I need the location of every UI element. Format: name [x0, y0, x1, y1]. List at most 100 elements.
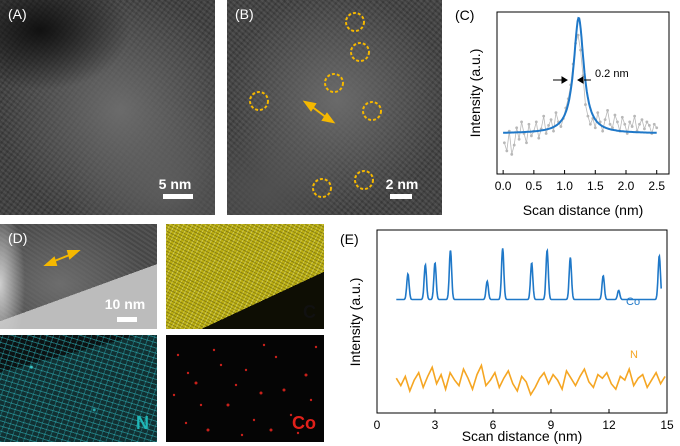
data-segment	[612, 114, 616, 128]
data-point	[579, 48, 582, 52]
panel-label-c: (C)	[455, 7, 474, 23]
fwhm-marker	[553, 76, 591, 84]
data-point	[530, 134, 533, 138]
scale-label-b: 2 nm	[385, 176, 419, 192]
data-segment	[528, 124, 532, 136]
data-point	[512, 143, 516, 147]
data-segment	[617, 121, 621, 132]
data-segment	[565, 98, 569, 109]
data-segment	[540, 116, 545, 129]
single-atom-circle	[354, 170, 374, 190]
panel-label-e: (E)	[340, 231, 359, 247]
data-point	[633, 114, 636, 118]
n-profile-line	[395, 362, 666, 397]
eds-map-nitrogen: N	[0, 335, 157, 442]
tem-image-a: (A) 5 nm	[0, 0, 215, 215]
data-segment	[585, 104, 589, 117]
data-segment	[631, 116, 635, 127]
series-label-co: Co	[626, 296, 640, 308]
tem-image-d: (D) 10 nm	[0, 224, 157, 329]
element-label-c: C	[303, 302, 316, 322]
data-segment	[553, 112, 557, 132]
x-tick-label-e: 9	[548, 418, 555, 432]
single-atom-circle	[312, 178, 332, 198]
data-segment	[526, 124, 530, 143]
data-segment	[587, 116, 591, 125]
scale-bar-d	[117, 317, 137, 322]
line-profile-chart-c: (C) Intensity (a.u.) Scan distance (nm) …	[455, 7, 670, 218]
panel-label-a: (A)	[8, 6, 27, 22]
data-point	[628, 120, 632, 124]
data-segment	[511, 144, 515, 155]
data-point	[601, 129, 605, 133]
atom-highlights	[249, 12, 382, 198]
single-atom-circle	[324, 73, 344, 93]
data-point	[527, 122, 531, 126]
scale-label-a: 5 nm	[158, 176, 192, 192]
fit-curve	[503, 16, 657, 134]
x-tick-label-c: 0.5	[526, 179, 543, 193]
data-point	[598, 120, 602, 124]
data-point	[542, 114, 546, 118]
scale-label-d: 10 nm	[104, 296, 146, 312]
scale-bar-a	[163, 194, 193, 199]
data-segment	[592, 118, 596, 128]
series-label-n: N	[630, 349, 638, 361]
ylabel-e: Intensity (a.u.)	[347, 278, 363, 367]
data-point	[655, 126, 659, 130]
data-point	[576, 33, 580, 37]
x-tick-label-c: 1.0	[556, 179, 573, 193]
data-segment	[508, 131, 513, 155]
data-point	[515, 126, 519, 130]
data-segment	[577, 35, 581, 51]
single-atom-circle	[345, 12, 365, 32]
single-atom-circle	[249, 91, 269, 111]
data-point	[603, 118, 607, 122]
data-segment	[602, 119, 606, 132]
x-tick-label-e: 0	[374, 418, 381, 432]
data-segment	[580, 50, 584, 76]
data-segment	[550, 119, 554, 132]
data-segment	[516, 127, 520, 140]
data-point	[549, 118, 553, 122]
scan-direction-arrow-d	[43, 250, 81, 266]
x-tick-label-e: 3	[432, 418, 439, 432]
data-point	[505, 149, 509, 153]
data-point	[544, 132, 548, 135]
scan-direction-arrow	[302, 100, 336, 124]
data-segment	[634, 116, 638, 132]
data-segment	[619, 117, 623, 132]
panel-label-d: (D)	[8, 230, 28, 246]
plot-frame-c	[496, 11, 670, 175]
data-segment	[555, 112, 559, 123]
data-point	[630, 125, 634, 128]
data-point	[552, 129, 555, 133]
ylabel-c: Intensity (a.u.)	[467, 49, 483, 138]
data-segment	[503, 142, 508, 151]
data-segment	[506, 131, 510, 151]
data-segment	[513, 127, 518, 146]
eds-map-carbon: C	[166, 224, 324, 329]
data-segment	[533, 121, 537, 132]
x-tick-label-c: 1.5	[587, 179, 604, 193]
data-point	[517, 137, 521, 141]
x-tick-label-e: 6	[490, 418, 497, 432]
data-segment	[523, 133, 527, 143]
x-tick-label-e: 15	[660, 418, 674, 432]
data-segment	[607, 110, 611, 125]
element-label-co: Co	[292, 413, 316, 433]
x-tick-label-e: 12	[602, 418, 616, 432]
x-tick-label-c: 0.0	[495, 179, 512, 193]
x-tick-label-c: 2.0	[618, 179, 635, 193]
line-profile-chart-e: (E) Intensity (a.u.) Scan distance (nm) …	[340, 229, 674, 444]
x-tick-label-c: 2.5	[648, 179, 665, 193]
eds-map-cobalt: Co	[166, 335, 324, 442]
scale-bar-b	[390, 194, 412, 199]
peak-width-annotation: 0.2 nm	[595, 68, 629, 80]
data-point	[520, 120, 523, 124]
data-segment	[604, 110, 608, 120]
data-segment	[597, 112, 601, 123]
xlabel-c: Scan distance (nm)	[523, 202, 644, 218]
cobalt-dots	[172, 343, 318, 437]
co-profile-line	[396, 248, 662, 301]
